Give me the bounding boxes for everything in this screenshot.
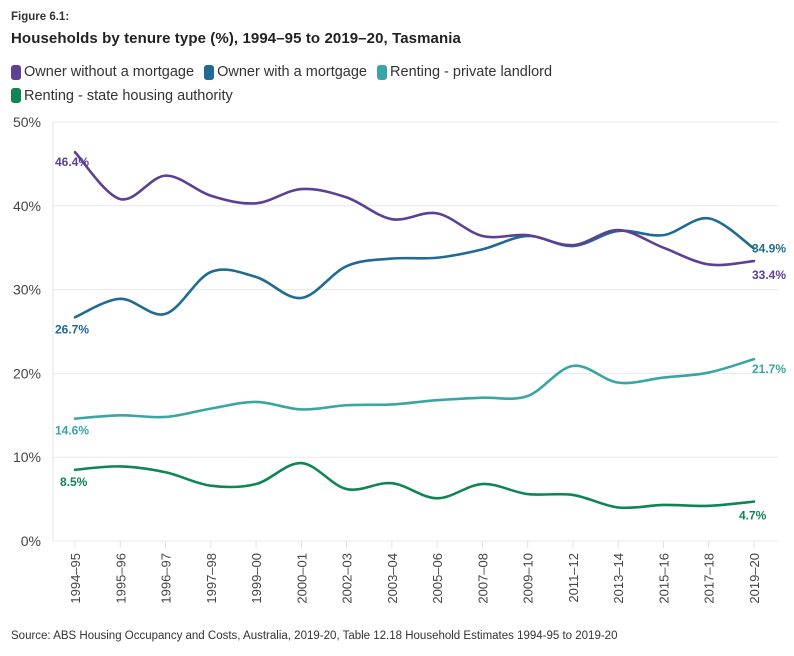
data-label-end-renting-state: 4.7% xyxy=(739,509,767,523)
x-tick-label: 2015–16 xyxy=(656,553,671,604)
legend-item-owner-with-mortgage[interactable]: Owner with a mortgage xyxy=(204,62,367,82)
x-tick-label: 1995–96 xyxy=(113,553,128,604)
x-tick-label: 2003–04 xyxy=(385,553,400,604)
x-tick-label: 1999–00 xyxy=(249,553,264,604)
y-tick-label: 50% xyxy=(13,114,41,130)
y-tick-label: 10% xyxy=(13,449,41,465)
line-chart: 0%10%20%30%40%50% 1994–95 1995–96 1996–97 1… xyxy=(13,114,786,604)
x-tick-label: 2000–01 xyxy=(294,553,309,604)
figure-label: Figure 6.1: xyxy=(11,11,70,23)
gridlines xyxy=(52,121,778,542)
y-tick-label: 0% xyxy=(21,533,41,549)
legend-label: Owner without a mortgage xyxy=(24,64,195,80)
data-label-start-renting-private: 14.6% xyxy=(55,424,89,438)
data-label-start-renting-state: 8.5% xyxy=(60,475,88,489)
legend-label: Renting - private landlord xyxy=(390,64,553,80)
y-tick-label: 30% xyxy=(13,282,41,298)
series-line-renting-private xyxy=(73,357,756,420)
y-tick-label: 20% xyxy=(13,365,41,381)
chart-title: Households by tenure type (%), 1994–95 t… xyxy=(11,30,461,47)
legend-item-owner-without-mortgage[interactable]: Owner without a mortgage xyxy=(11,62,194,82)
data-label-end-owner-without-mortgage: 33.4% xyxy=(752,268,786,282)
data-labels: 46.4% 33.4% 26.7% 34.9% 14.6% 21.7% 8.5% 4.7% xyxy=(55,155,786,522)
data-label-start-owner-without-mortgage: 46.4% xyxy=(55,155,89,169)
x-tick-label: 2002–03 xyxy=(340,553,355,604)
legend-item-renting-state[interactable]: Renting - state housing authority xyxy=(11,86,233,106)
y-axis: 0% 10% 20% 30% 40% 50% xyxy=(13,114,41,549)
legend-swatch-icon xyxy=(204,64,215,80)
legend-swatch-icon xyxy=(11,88,21,103)
x-axis: 1994–95 1995–96 1996–97 1997–98 1999–00 2000–… xyxy=(68,541,762,604)
legend-swatch-icon xyxy=(377,64,388,80)
legend-swatch-icon xyxy=(11,64,21,80)
data-label-end-renting-private: 21.7% xyxy=(752,362,786,376)
series-lines xyxy=(73,150,756,510)
series-line-renting-state xyxy=(73,461,756,510)
series-line-owner-with-mortgage xyxy=(73,217,756,319)
series-line-owner-without-mortgage xyxy=(73,150,756,267)
x-tick-label: 2017–18 xyxy=(702,553,717,604)
x-tick-label: 2005–06 xyxy=(430,553,445,604)
legend-label: Owner with a mortgage xyxy=(217,64,367,80)
data-label-end-owner-with-mortgage: 34.9% xyxy=(752,242,786,256)
x-tick-label: 1994–95 xyxy=(68,553,83,604)
x-tick-label: 2011–12 xyxy=(566,553,581,603)
legend-label: Renting - state housing authority xyxy=(24,87,233,104)
x-tick-label: 1996–97 xyxy=(159,553,174,604)
legend-item-renting-private[interactable]: Renting - private landlord xyxy=(377,62,552,82)
x-tick-label: 2013–14 xyxy=(611,553,626,604)
data-label-start-owner-with-mortgage: 26.7% xyxy=(55,322,89,336)
x-tick-label: 2007–08 xyxy=(475,553,490,604)
legend: Owner without a mortgage Owner with a mo… xyxy=(11,62,651,109)
x-tick-label: 2009–10 xyxy=(521,553,536,604)
source-note: Source: ABS Housing Occupancy and Costs,… xyxy=(11,630,618,642)
x-tick-label: 1997–98 xyxy=(204,553,219,604)
x-tick-label: 2019–20 xyxy=(747,553,762,604)
y-tick-label: 40% xyxy=(13,198,41,214)
